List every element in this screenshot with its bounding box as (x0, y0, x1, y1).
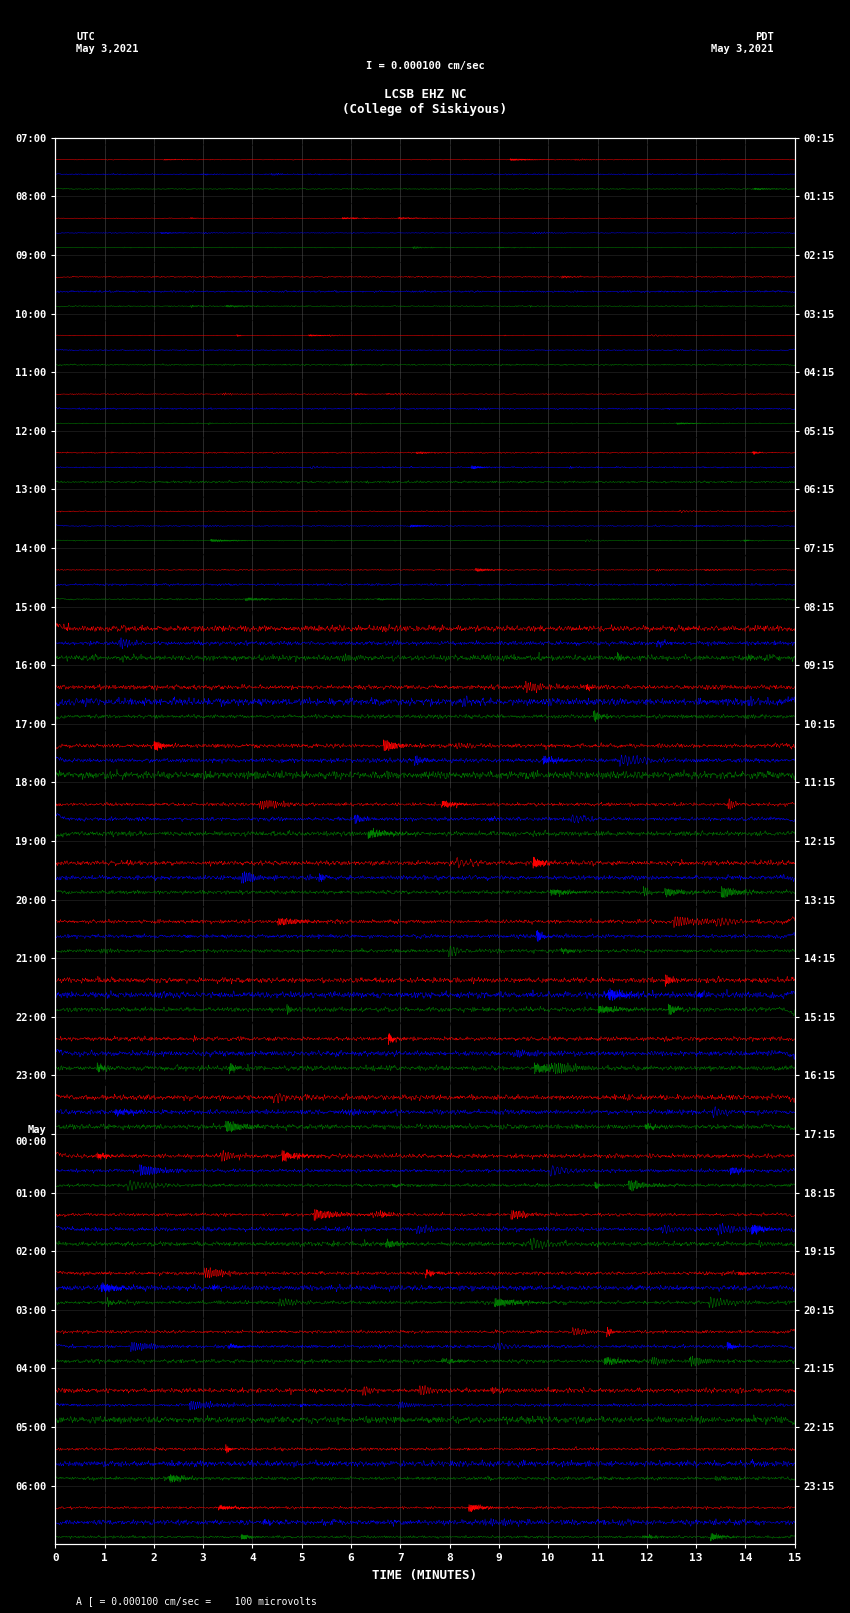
Text: PDT
May 3,2021: PDT May 3,2021 (711, 32, 774, 53)
Text: UTC
May 3,2021: UTC May 3,2021 (76, 32, 139, 53)
Text: A [ = 0.000100 cm/sec =    100 microvolts: A [ = 0.000100 cm/sec = 100 microvolts (76, 1597, 317, 1607)
Text: I = 0.000100 cm/sec: I = 0.000100 cm/sec (366, 61, 484, 71)
Title: LCSB EHZ NC
(College of Siskiyous): LCSB EHZ NC (College of Siskiyous) (343, 87, 507, 116)
X-axis label: TIME (MINUTES): TIME (MINUTES) (372, 1569, 478, 1582)
